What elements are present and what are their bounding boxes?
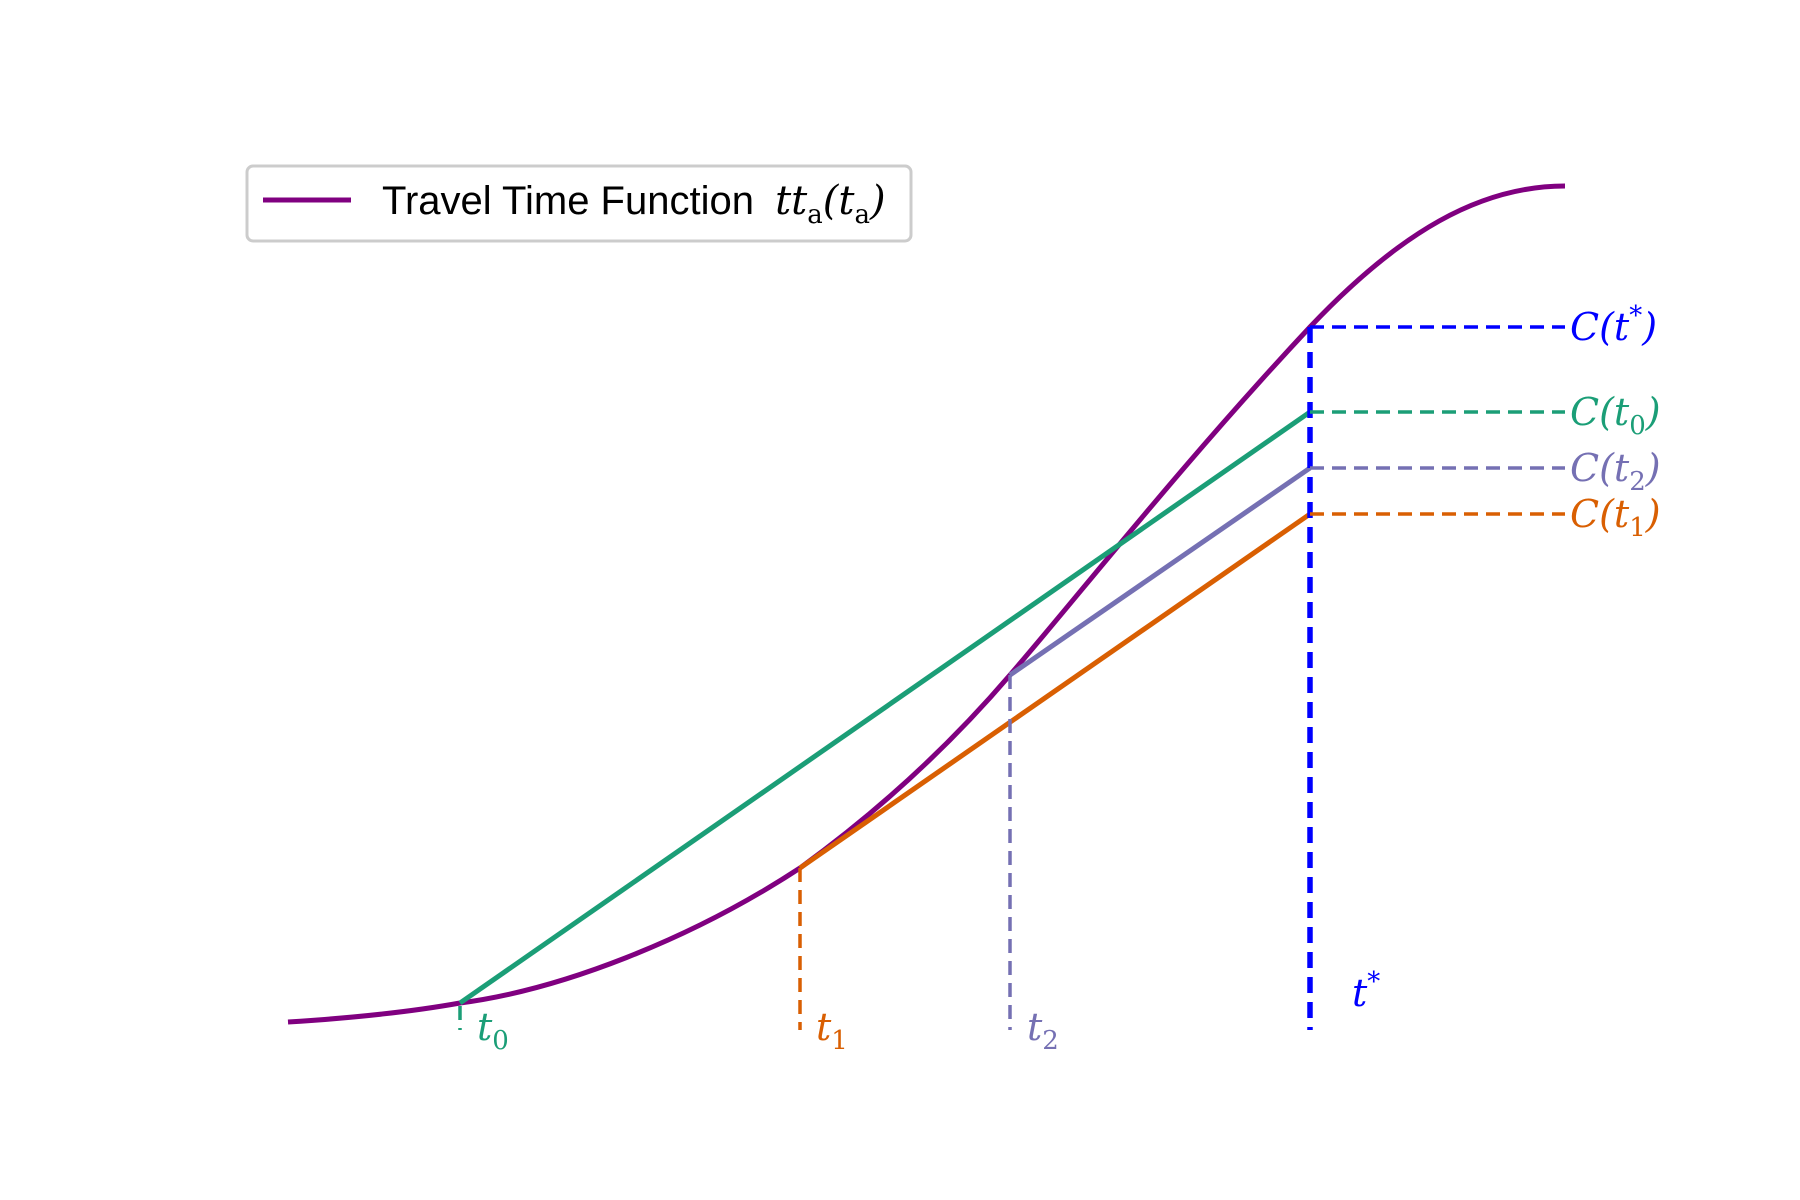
legend-box [245, 164, 913, 243]
line-t2-to-tstar [1008, 465, 1312, 678]
label-Ct0: C(t0) [1570, 390, 1661, 441]
travel-time-curve [287, 183, 1566, 1025]
label-t0: t0 [477, 1005, 509, 1056]
label-t2: t2 [1027, 1005, 1059, 1056]
label-Ctstar: C(t*) [1570, 301, 1657, 349]
label-tstar: t* [1352, 967, 1380, 1015]
label-t1: t1 [816, 1005, 848, 1056]
label-Ct1: C(t1) [1570, 492, 1661, 543]
line-t1-to-tstar [798, 511, 1312, 871]
label-Ct2: C(t2) [1570, 446, 1661, 497]
legend: Travel Time Function tta(ta) [245, 164, 913, 243]
line-t0-to-tstar [458, 409, 1312, 1006]
legend-label: Travel Time Function tta(ta) [382, 178, 886, 230]
